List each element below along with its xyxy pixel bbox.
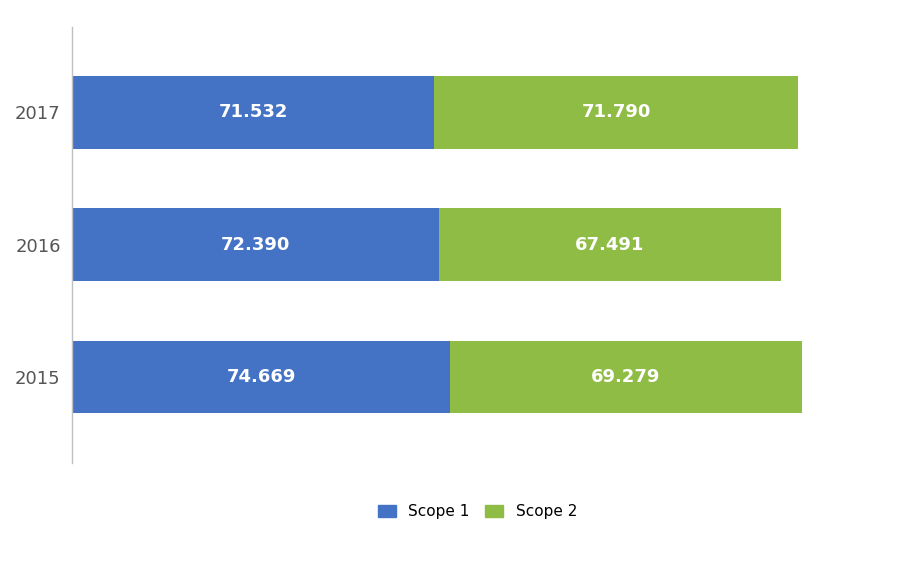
- Text: 71.532: 71.532: [218, 103, 287, 122]
- Bar: [450, 340, 802, 413]
- Bar: [439, 208, 781, 281]
- Text: 69.279: 69.279: [591, 368, 661, 386]
- Text: 71.790: 71.790: [582, 103, 651, 122]
- Text: 67.491: 67.491: [576, 235, 645, 254]
- Bar: [435, 76, 798, 149]
- Text: 74.669: 74.669: [226, 368, 295, 386]
- Text: 72.390: 72.390: [221, 235, 290, 254]
- Bar: [72, 76, 435, 149]
- Bar: [72, 208, 439, 281]
- Legend: Scope 1, Scope 2: Scope 1, Scope 2: [370, 497, 585, 527]
- Bar: [72, 340, 450, 413]
